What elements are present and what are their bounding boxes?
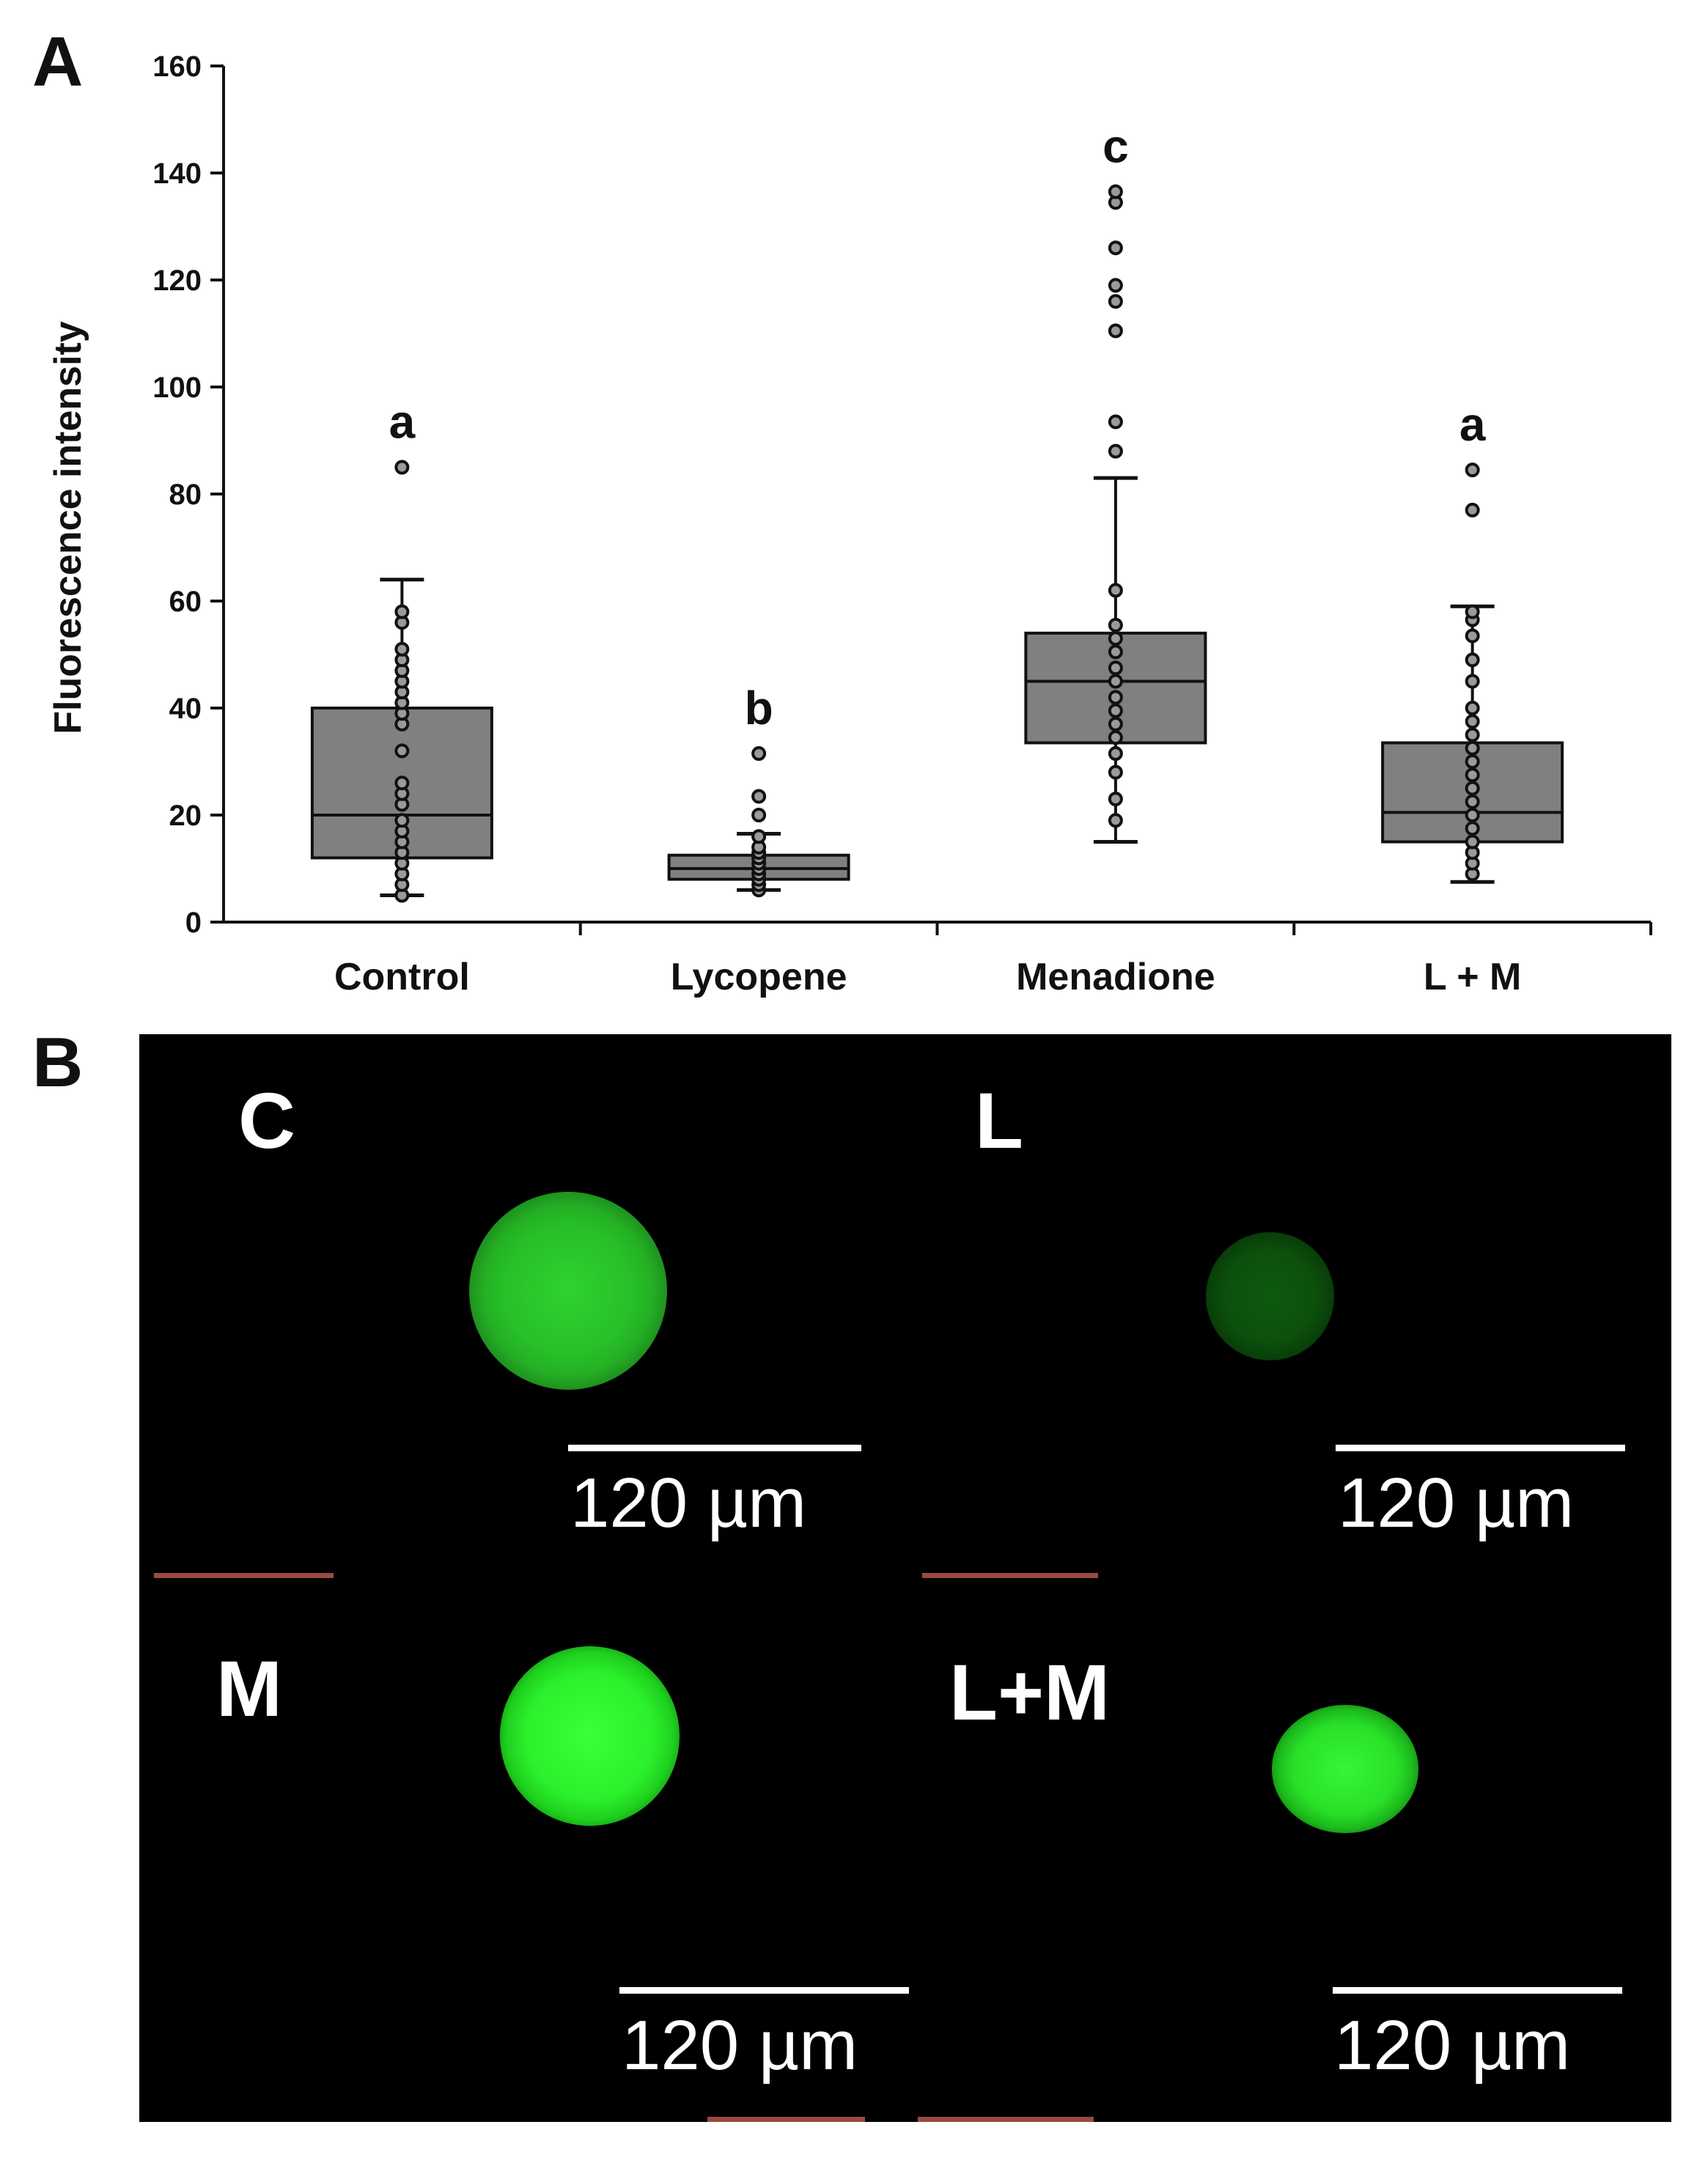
- micrograph-label-m: M: [216, 1644, 282, 1733]
- data-point: [1465, 740, 1480, 756]
- red-scale-bar-m1: [707, 2117, 865, 2122]
- micrograph-label-c: C: [238, 1076, 295, 1165]
- data-point: [1108, 813, 1123, 828]
- data-point: [1465, 628, 1480, 644]
- data-point: [751, 808, 767, 822]
- y-tick-label: 0: [185, 907, 202, 939]
- data-point: [1465, 652, 1480, 668]
- micrograph-label-l: L: [975, 1076, 1023, 1165]
- box-group: a: [310, 396, 493, 903]
- y-tick-label: 80: [169, 479, 202, 511]
- data-point: [1108, 730, 1123, 745]
- category-label: Lycopene: [671, 956, 847, 998]
- cell-lycopene-menadione: [1272, 1705, 1418, 1833]
- box-plot-chart: 0 20 40 60 80 100 120 140 160 Control Lycopene Men…: [47, 51, 1652, 998]
- category-label: Menadione: [1016, 956, 1215, 998]
- scale-bar-c: [568, 1445, 861, 1451]
- box-group: b: [667, 682, 850, 898]
- data-point: [1465, 821, 1480, 836]
- scale-text-l: 120 µm: [1338, 1464, 1575, 1542]
- data-point: [1465, 674, 1480, 689]
- data-point: [751, 789, 767, 804]
- panel-b-letter: B: [32, 1023, 84, 1102]
- data-point: [1108, 764, 1123, 780]
- data-point: [1108, 617, 1123, 633]
- y-tick-label: 20: [169, 800, 202, 832]
- cell-menadione: [500, 1646, 680, 1826]
- data-point: [1108, 674, 1123, 689]
- data-point: [394, 641, 410, 657]
- data-point: [1465, 808, 1480, 822]
- data-point: [394, 604, 410, 619]
- panel-a-letter: A: [32, 23, 84, 101]
- data-point: [1108, 278, 1123, 293]
- significance-label: a: [389, 396, 416, 449]
- y-tick-label: 160: [152, 51, 202, 83]
- cell-lycopene: [1206, 1232, 1334, 1360]
- data-point: [394, 743, 410, 759]
- category-label: L + M: [1424, 956, 1521, 998]
- data-point: [1465, 701, 1480, 715]
- data-point: [1108, 240, 1123, 256]
- scale-bar-lm: [1333, 1987, 1622, 1994]
- data-point: [1108, 746, 1123, 762]
- data-point: [1465, 463, 1480, 478]
- data-point: [1108, 644, 1123, 660]
- significance-label: b: [745, 682, 773, 734]
- data-point: [1465, 502, 1480, 517]
- data-point: [1108, 414, 1123, 430]
- scale-bar-m: [619, 1987, 909, 1994]
- data-point: [394, 813, 410, 828]
- data-point: [1108, 716, 1123, 732]
- data-point: [1108, 660, 1123, 676]
- red-scale-bar-l: [922, 1573, 1098, 1578]
- micrograph-panel: C 120 µm L 120 µm M 120 µm L+M 120 µm: [139, 1034, 1671, 2122]
- micrograph-label-lm: L+M: [949, 1648, 1111, 1736]
- y-axis-label: Fluorescence intensity: [47, 321, 89, 734]
- category-label: Control: [334, 956, 470, 998]
- data-point: [1108, 690, 1123, 705]
- data-point: [751, 829, 767, 844]
- data-point: [1465, 754, 1480, 769]
- box-group: c: [1024, 120, 1207, 844]
- red-scale-bar-c: [154, 1573, 334, 1578]
- scale-text-lm: 120 µm: [1334, 2006, 1571, 2085]
- red-scale-bar-m2: [918, 2117, 1094, 2122]
- data-point: [1465, 604, 1480, 619]
- data-point: [1108, 583, 1123, 598]
- y-tick-label: 120: [152, 265, 202, 297]
- data-point: [394, 460, 410, 475]
- y-tick-label: 60: [169, 586, 202, 618]
- scale-bar-l: [1336, 1445, 1625, 1451]
- y-tick-label: 100: [152, 372, 202, 404]
- scale-text-c: 120 µm: [570, 1464, 807, 1542]
- data-point: [1108, 323, 1123, 339]
- significance-label: c: [1103, 120, 1129, 173]
- data-point: [1465, 767, 1480, 783]
- box-group: a: [1381, 398, 1564, 884]
- data-point: [1465, 794, 1480, 809]
- cell-control: [469, 1192, 667, 1390]
- data-point: [394, 775, 410, 791]
- data-point: [1465, 834, 1480, 850]
- data-point: [751, 746, 767, 762]
- data-point: [1108, 294, 1123, 309]
- data-point: [1108, 443, 1123, 459]
- data-point: [1108, 703, 1123, 718]
- data-point: [1108, 184, 1123, 199]
- scale-text-m: 120 µm: [622, 2006, 858, 2085]
- significance-label: a: [1459, 398, 1486, 451]
- data-point: [1465, 727, 1480, 743]
- data-point: [1465, 714, 1480, 729]
- y-tick-label: 40: [169, 693, 202, 725]
- data-point: [1108, 792, 1123, 807]
- data-point: [1108, 631, 1123, 646]
- y-tick-label: 140: [152, 158, 202, 190]
- data-point: [1465, 781, 1480, 796]
